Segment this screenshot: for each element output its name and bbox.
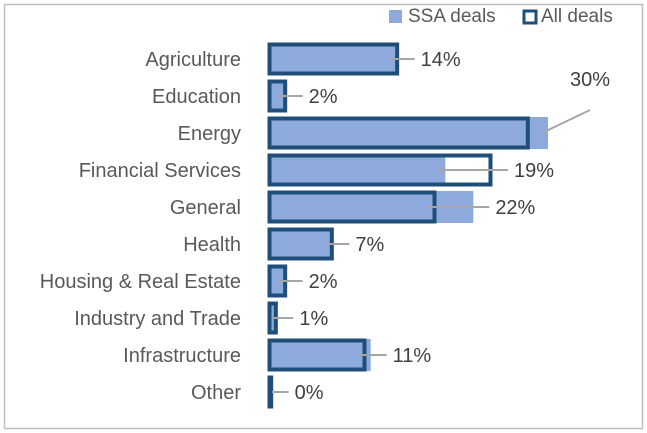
bar-ssa-financial-services bbox=[268, 154, 446, 186]
category-label-industry-and-trade: Industry and Trade bbox=[74, 308, 241, 330]
bar-ssa-housing-and-real-estate bbox=[268, 265, 287, 297]
category-label-health: Health bbox=[183, 234, 241, 256]
legend-label-all-deals: All deals bbox=[541, 6, 613, 27]
bar-ssa-health bbox=[268, 228, 334, 260]
bar-all-energy bbox=[267, 116, 530, 150]
legend: SSA deals All deals bbox=[389, 6, 613, 27]
data-label-education: 2% bbox=[309, 86, 338, 108]
data-label-infrastructure: 11% bbox=[393, 345, 432, 367]
legend-label-ssa-deals: SSA deals bbox=[408, 6, 496, 27]
data-label-energy: 30% bbox=[570, 69, 610, 91]
bar-all-other bbox=[267, 375, 274, 409]
leader-line-energy bbox=[541, 109, 591, 134]
category-label-infrastructure: Infrastructure bbox=[123, 345, 241, 367]
bar-ssa-energy bbox=[268, 117, 548, 149]
plot-area: Agriculture 14% Education 2% Energy 30% Financ… bbox=[40, 42, 610, 409]
data-label-general: 22% bbox=[495, 197, 535, 219]
legend-swatch-all-deals bbox=[522, 9, 538, 25]
category-label-agriculture: Agriculture bbox=[145, 49, 241, 71]
legend-swatch-ssa-deals bbox=[389, 10, 402, 23]
category-label-financial-services: Financial Services bbox=[79, 160, 241, 182]
category-label-housing-and-real-estate: Housing & Real Estate bbox=[40, 271, 241, 293]
data-label-industry-and-trade: 1% bbox=[299, 308, 328, 330]
bar-ssa-education bbox=[268, 80, 287, 112]
category-label-education: Education bbox=[152, 86, 241, 108]
category-label-general: General bbox=[170, 197, 241, 219]
data-label-housing-and-real-estate: 2% bbox=[309, 271, 338, 293]
data-label-health: 7% bbox=[355, 234, 384, 256]
data-label-agriculture: 14% bbox=[421, 49, 461, 71]
data-label-other: 0% bbox=[295, 382, 324, 404]
category-label-other: Other bbox=[191, 382, 241, 404]
bar-ssa-infrastructure bbox=[268, 339, 371, 371]
data-label-financial-services: 19% bbox=[514, 160, 554, 182]
bar-ssa-agriculture bbox=[268, 43, 399, 75]
category-label-energy: Energy bbox=[178, 123, 241, 145]
